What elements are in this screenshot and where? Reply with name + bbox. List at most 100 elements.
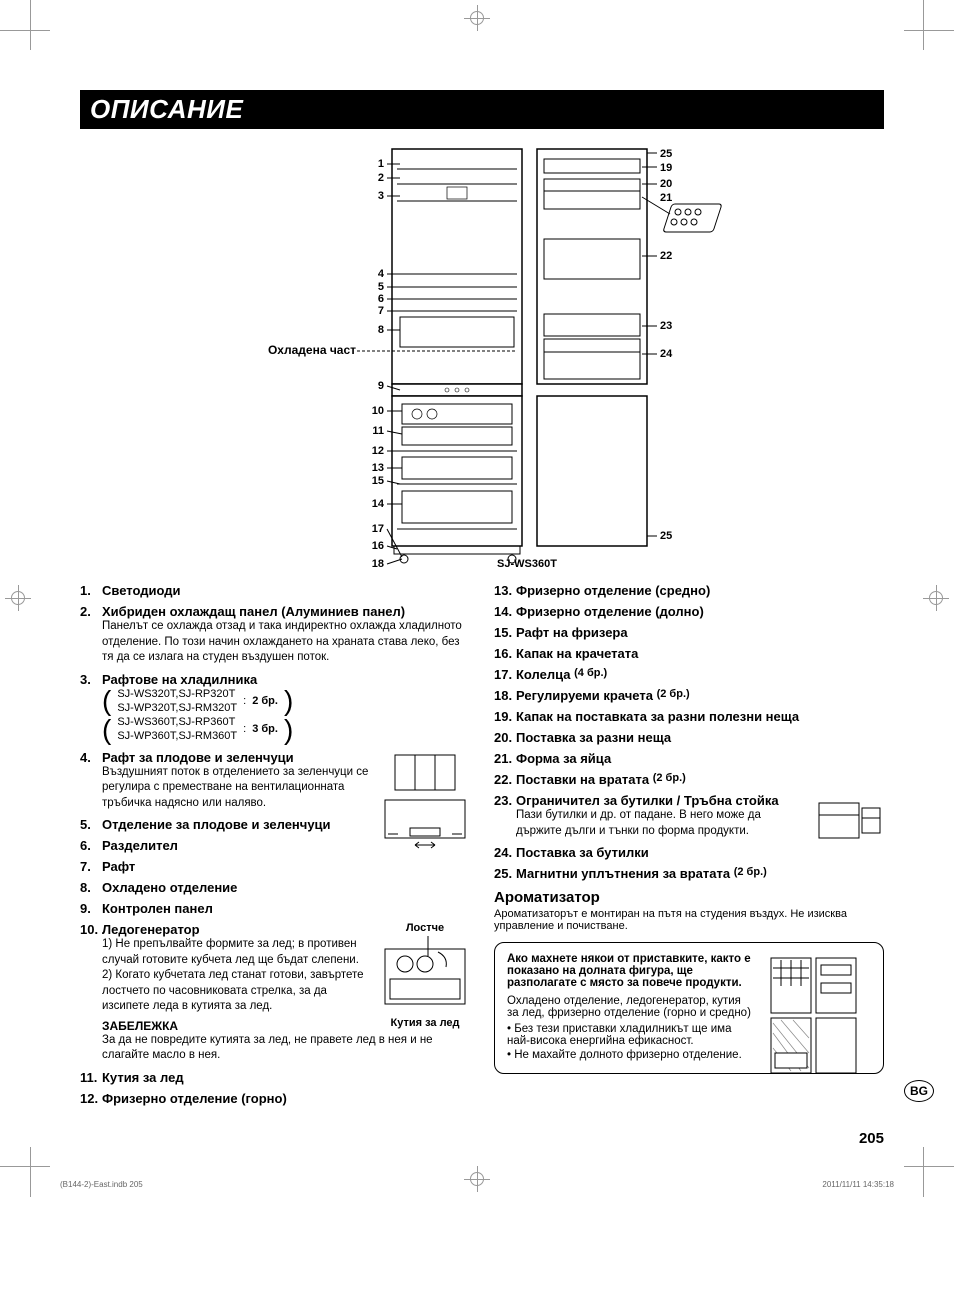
lever-label: Лостче	[380, 922, 470, 934]
item-title: Кутия за лед	[102, 1070, 184, 1085]
svg-text:18: 18	[372, 558, 384, 569]
item-title: Регулируеми крачета	[516, 688, 653, 703]
footer-right: 2011/11/11 14:35:18	[822, 1180, 894, 1189]
item-title: Капак на поставката за разни полезни нещ…	[516, 709, 799, 724]
svg-text:23: 23	[660, 320, 672, 332]
model-label: SJ-WS360T	[497, 558, 557, 569]
svg-text:9: 9	[378, 380, 384, 392]
item-num: 22.	[494, 772, 516, 787]
svg-text:6: 6	[378, 293, 384, 305]
item-title: Колелца	[516, 667, 571, 682]
item-num: 6.	[80, 838, 102, 853]
item-num: 21.	[494, 751, 516, 766]
aromatizer-body: Ароматизаторът е монтиран на пътя на сту…	[494, 908, 884, 932]
item-num: 14.	[494, 604, 516, 619]
item-title: Поставка за разни неща	[516, 730, 671, 745]
item-title: Рафт	[102, 859, 135, 874]
item-title: Ледогенератор	[102, 922, 200, 937]
item-num: 17.	[494, 667, 516, 682]
item-title: Отделение за плодове и зеленчуци	[102, 817, 331, 832]
footer-left: (B144-2)-East.indb 205	[60, 1180, 143, 1189]
item-num: 10.	[80, 922, 102, 937]
svg-text:8: 8	[378, 324, 384, 336]
svg-text:14: 14	[372, 498, 385, 510]
item-num: 8.	[80, 880, 102, 895]
models: SJ-WS360T,SJ-RP360TSJ-WP360T,SJ-RM360T	[117, 715, 237, 744]
models: SJ-WS320T,SJ-RP320TSJ-WP320T,SJ-RM320T	[117, 687, 237, 716]
item-num: 25.	[494, 866, 516, 881]
item-suffix: (2 бр.)	[657, 688, 690, 703]
item-num: 9.	[80, 901, 102, 916]
item-title: Рафт на фризера	[516, 625, 628, 640]
item-title: Разделител	[102, 838, 178, 853]
svg-text:17: 17	[372, 523, 384, 535]
item-body: Панелът се охлажда отзад и така индирект…	[102, 619, 470, 666]
item-title: Поставка за бутилки	[516, 845, 649, 860]
item-num: 1.	[80, 583, 102, 598]
item-title: Форма за яйца	[516, 751, 611, 766]
item-num: 20.	[494, 730, 516, 745]
svg-text:16: 16	[372, 540, 384, 552]
svg-text:3: 3	[378, 190, 384, 202]
svg-text:12: 12	[372, 445, 384, 457]
item-title: Фризерно отделение (долно)	[516, 604, 704, 619]
svg-text:1: 1	[378, 158, 384, 170]
svg-text:25: 25	[660, 148, 672, 160]
item-num: 16.	[494, 646, 516, 661]
main-diagram: 1 2 3 4 5 6 7 8 9 10 11 12 13 15 14 17 1…	[80, 139, 884, 569]
cooled-part-label: Охладена част	[268, 343, 356, 357]
svg-text:11: 11	[372, 425, 384, 437]
item-num: 23.	[494, 793, 516, 808]
item-num: 19.	[494, 709, 516, 724]
section-title: ОПИСАНИЕ	[80, 90, 884, 129]
item-title: Капак на крачетата	[516, 646, 638, 661]
item-num: 12.	[80, 1091, 102, 1106]
item-num: 2.	[80, 604, 102, 619]
item-title: Контролен панел	[102, 901, 213, 916]
icebox-label: Кутия за лед	[380, 1017, 470, 1029]
svg-text:4: 4	[378, 268, 385, 280]
item-num: 24.	[494, 845, 516, 860]
svg-text:25: 25	[660, 530, 672, 542]
item-title: Фризерно отделение (горно)	[102, 1091, 287, 1106]
item-num: 7.	[80, 859, 102, 874]
item-suffix: (2 бр.)	[734, 866, 767, 881]
item-num: 3.	[80, 672, 102, 687]
crisper-figure	[380, 750, 470, 853]
item-title: Магнитни уплътнения за вратата	[516, 866, 730, 881]
left-column: 1.Светодиоди 2.Хибриден охлаждащ панел (…	[80, 583, 470, 1112]
item-title: Рафтове на хладилника	[102, 672, 257, 687]
svg-text:10: 10	[372, 405, 384, 417]
svg-text:13: 13	[372, 462, 384, 474]
qty: 3 бр.	[252, 723, 278, 735]
info-box: Ако махнете някои от приставките, както …	[494, 942, 884, 1074]
item-title: Охладено отделение	[102, 880, 237, 895]
item-title: Светодиоди	[102, 583, 181, 598]
infobox-figure	[761, 953, 871, 1086]
item-title: Фризерно отделение (средно)	[516, 583, 710, 598]
item-title: Рафт за плодове и зеленчуци	[102, 750, 294, 765]
qty: 2 бр.	[252, 695, 278, 707]
note-body: За да не повредите кутията за лед, не пр…	[102, 1033, 470, 1064]
stopper-figure	[814, 793, 884, 851]
svg-text:15: 15	[372, 475, 384, 487]
item-num: 15.	[494, 625, 516, 640]
svg-text:22: 22	[660, 250, 672, 262]
icemaker-figure: Лостче Кутия за лед	[380, 922, 470, 1029]
svg-text:2: 2	[378, 172, 384, 184]
item-num: 5.	[80, 817, 102, 832]
item-title: Хибриден охлаждащ панел (Алуминиев панел…	[102, 604, 405, 619]
svg-text:20: 20	[660, 178, 672, 190]
svg-text:19: 19	[660, 162, 672, 174]
language-badge: BG	[904, 1080, 934, 1102]
item-suffix: (2 бр.)	[653, 772, 686, 787]
item-num: 13.	[494, 583, 516, 598]
item-title: Ограничител за бутилки / Тръбна стойка	[516, 793, 779, 808]
right-column: 13.Фризерно отделение (средно) 14.Фризер…	[494, 583, 884, 1112]
item-num: 18.	[494, 688, 516, 703]
page-number: 205	[80, 1130, 884, 1147]
item-suffix: (4 бр.)	[574, 667, 607, 682]
svg-text:7: 7	[378, 305, 384, 317]
svg-text:21: 21	[660, 192, 672, 204]
aromatizer-title: Ароматизатор	[494, 889, 884, 906]
